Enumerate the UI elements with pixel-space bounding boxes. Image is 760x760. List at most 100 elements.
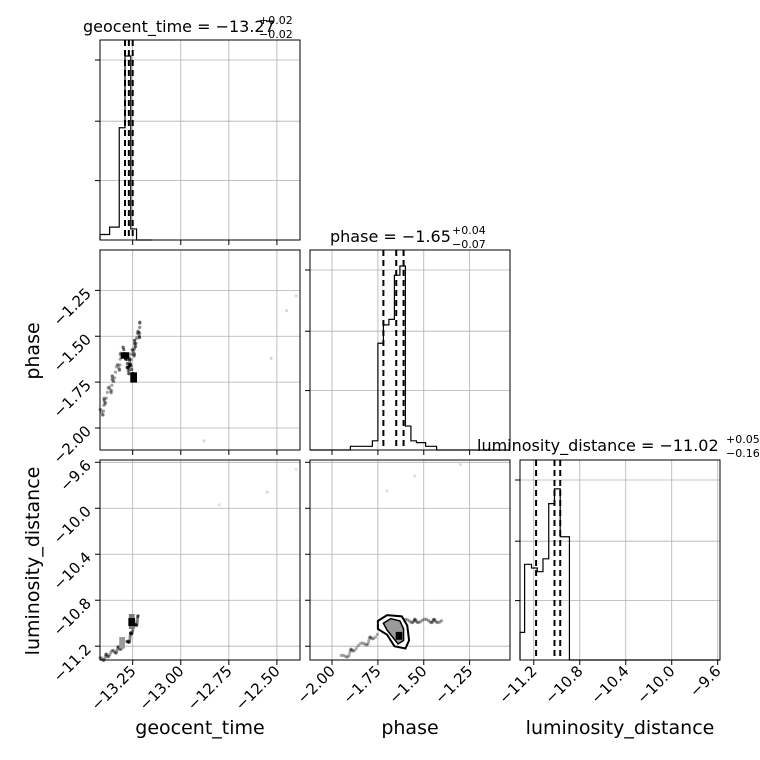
scatter-point (370, 637, 374, 641)
scatter-point (126, 369, 130, 373)
density-contour (128, 618, 136, 627)
scatter-point (438, 620, 442, 624)
scatter-point (350, 648, 354, 653)
scatter-point (411, 620, 415, 624)
histogram-step-phase (310, 265, 510, 451)
scatter-point (101, 409, 106, 413)
scatter-point (113, 370, 118, 374)
scatter-point (431, 618, 436, 622)
scatter-point (339, 653, 343, 658)
scatter-point (372, 636, 376, 641)
scatter-point (410, 621, 414, 625)
scatter-point (117, 366, 121, 370)
scatter-point (432, 618, 437, 622)
scatter-point (103, 402, 107, 406)
y-axis-label-phase: phase (22, 322, 44, 379)
y-tick-label: −1.25 (50, 284, 95, 329)
x-tick-label: −1.25 (431, 662, 476, 707)
scatter-point (362, 642, 366, 646)
y-tick-label: −1.75 (50, 376, 95, 421)
scatter-panel-geocent-time-vs-phase (98, 249, 301, 451)
scatter-point (138, 325, 142, 329)
scatter-point (434, 620, 439, 624)
title-luminosity-distance: luminosity_distance = −11.02 +0.05 −0.16 (477, 433, 760, 460)
scatter-point (125, 361, 129, 366)
scatter-point (131, 347, 135, 351)
y-tick-label: −1.50 (50, 330, 95, 375)
scatter-point (106, 386, 110, 390)
scatter-point (102, 397, 106, 401)
scatter-point (375, 632, 379, 637)
x-tick-label: −1.50 (385, 662, 430, 707)
scatter-point (127, 372, 131, 376)
x-axis-label-geocent-time: geocent_time (135, 717, 264, 739)
scatter-point (369, 636, 373, 640)
scatter-point (420, 618, 425, 622)
histogram-step-luminosity-distance (519, 488, 720, 661)
scatter-point (135, 336, 139, 340)
scatter-point (343, 654, 347, 658)
scatter-point (458, 462, 463, 467)
scatter-point (368, 635, 372, 639)
scatter-point (138, 335, 142, 339)
scatter-point (133, 341, 137, 346)
scatter-point (412, 618, 416, 623)
x-tick-label: −10.8 (541, 662, 586, 707)
title-luminosity-distance-main: luminosity_distance = −11.02 (477, 436, 719, 456)
scatter-point (102, 398, 106, 402)
scatter-point (109, 390, 113, 394)
x-axis-label-luminosity-distance: luminosity_distance (526, 717, 715, 739)
scatter-point (127, 372, 131, 376)
scatter-point (417, 620, 421, 625)
scatter-point (114, 651, 118, 655)
scatter-point (127, 358, 132, 362)
scatter-point (135, 619, 139, 623)
scatter-point (109, 391, 113, 395)
scatter-point (436, 621, 440, 625)
scatter-point (412, 617, 417, 622)
scatter-point (426, 618, 430, 623)
scatter-point (132, 354, 136, 358)
scatter-point (349, 647, 353, 651)
scatter-point (101, 413, 105, 417)
scatter-point (100, 413, 105, 417)
scatter-point (133, 344, 137, 348)
scatter-point (114, 650, 119, 654)
y-tick-label: −11.2 (50, 640, 95, 685)
scatter-point (131, 628, 135, 633)
scatter-point (100, 410, 104, 415)
x-tick-label: −12.50 (232, 662, 284, 714)
scatter-point (415, 620, 420, 625)
scatter-point (133, 338, 137, 342)
panel-frame (99, 249, 301, 451)
scatter-point (294, 294, 298, 298)
hist-panel-geocent-time (95, 39, 301, 241)
scatter-point (102, 400, 107, 404)
x-tick-label: −11.2 (495, 662, 540, 707)
scatter-point (367, 637, 371, 641)
x-tick-label: −10.4 (587, 662, 632, 707)
scatter-point (137, 330, 141, 334)
scatter-point (104, 653, 108, 657)
scatter-point (106, 655, 110, 659)
scatter-point (137, 336, 142, 340)
scatter-point (112, 649, 116, 653)
scatter-point (354, 646, 358, 650)
scatter-point (108, 387, 112, 391)
scatter-point (294, 467, 298, 471)
scatter-point (414, 619, 419, 624)
scatter-point (432, 617, 436, 621)
scatter-point (217, 503, 221, 507)
scatter-point (110, 374, 114, 378)
scatter-point (202, 439, 206, 443)
density-contour (120, 352, 130, 359)
scatter-point (112, 376, 117, 380)
scatter-point (110, 377, 114, 382)
scatter-point (105, 654, 109, 658)
scatter-point (418, 619, 423, 624)
scatter-point (385, 489, 389, 493)
scatter-point (129, 364, 133, 368)
scatter-point (109, 650, 113, 654)
scatter-point (132, 352, 137, 356)
scatter-point (105, 653, 109, 657)
